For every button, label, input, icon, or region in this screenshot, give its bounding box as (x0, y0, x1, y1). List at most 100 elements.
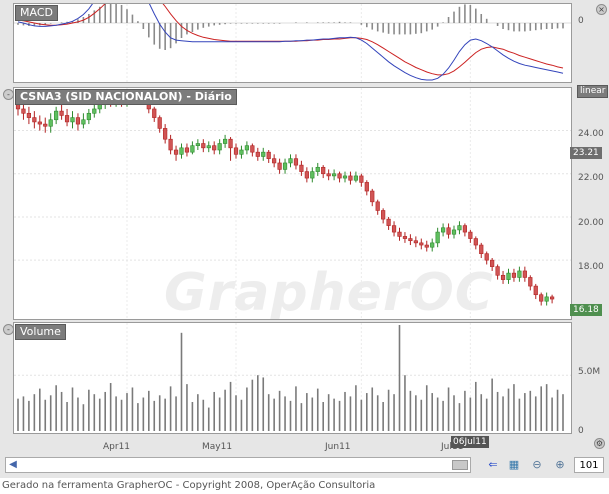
zoom-in-icon[interactable]: ⊕ (555, 458, 565, 471)
candle-body (353, 175, 359, 181)
candle-body (277, 162, 282, 170)
candle-body (451, 229, 457, 235)
candle-body (375, 201, 380, 211)
candle-body (397, 231, 402, 237)
price-plot (14, 88, 571, 319)
candle-body (430, 242, 435, 248)
scroll-back-icon[interactable]: ⇐ (488, 458, 498, 471)
current-price-box: 23.21 (570, 147, 602, 159)
macd-panel: MACD (13, 3, 572, 83)
last-price-box: 16.18 (570, 304, 602, 316)
candle-body (310, 171, 315, 179)
candle-body (37, 121, 42, 125)
close-icon[interactable]: × (596, 4, 607, 15)
price-tick-label: 20.00 (578, 218, 604, 228)
candle-body (419, 242, 424, 246)
candle-body (282, 162, 288, 170)
candle-body (424, 244, 429, 248)
scroll-thumb[interactable] (452, 460, 468, 470)
candle-body (272, 158, 277, 164)
candle-body (266, 151, 271, 159)
price-tick-label: 22.00 (578, 173, 604, 183)
volume-plot (14, 323, 571, 433)
chart-window: MACD 0 × GrapherOC CSNA3 (SID NACIONALON… (0, 0, 609, 478)
candle-body (522, 270, 527, 278)
zoom-out-icon[interactable]: ⊖ (532, 458, 542, 471)
candle-body (533, 285, 538, 296)
candle-body (391, 225, 397, 233)
candle-body (381, 210, 386, 220)
candle-body (359, 175, 364, 183)
candle-body (479, 244, 484, 254)
candle-body (81, 119, 86, 125)
candle-body (511, 272, 517, 278)
candle-body (484, 253, 489, 261)
candle-body (233, 147, 239, 155)
candle-body (190, 145, 195, 153)
candle-body (495, 266, 500, 276)
candle-body (201, 143, 206, 149)
wrench-icon[interactable]: ⚙ (594, 438, 605, 449)
candle-body (244, 145, 250, 151)
candle-body (212, 145, 217, 151)
volume-panel: Volume (13, 322, 572, 434)
volume-tick-label: 0 (578, 426, 584, 436)
candle-body (223, 138, 228, 144)
candle-body (59, 110, 64, 116)
candle-body (293, 158, 299, 166)
candle-body (342, 175, 348, 179)
candle-body (435, 231, 440, 244)
candle-body (386, 218, 391, 226)
candle-body (75, 117, 81, 125)
candle-body (468, 231, 473, 239)
volume-label: Volume (15, 324, 66, 340)
price-tick-label: 18.00 (578, 262, 604, 272)
candle-body (326, 173, 331, 177)
candle-body (92, 108, 97, 114)
candle-body (446, 227, 451, 235)
candle-body (54, 110, 59, 121)
candle-body (337, 173, 342, 179)
candle-body (370, 190, 375, 203)
candle-body (413, 240, 418, 244)
candle-body (228, 138, 233, 149)
candle-body (157, 117, 162, 129)
candle-body (500, 274, 506, 280)
volume-tick-label: 5.0M (578, 367, 601, 377)
zoom-level-input[interactable] (574, 457, 604, 473)
candle-body (21, 108, 26, 114)
candle-body (32, 117, 37, 123)
candle-body (163, 128, 168, 140)
macd-line (17, 4, 564, 81)
candle-body (506, 272, 511, 280)
candle-body (70, 117, 75, 123)
price-tick-label: 24.00 (578, 129, 604, 139)
candle-body (261, 151, 266, 157)
horizontal-scrollbar[interactable]: ◀ (5, 457, 471, 473)
date-label-may: May11 (202, 442, 233, 452)
scroll-left-icon[interactable]: ◀ (9, 459, 17, 470)
cursor-date-box: 06Jul11 (451, 436, 489, 448)
price-panel: GrapherOC CSNA3 (SID NACIONALON) - Diári… (13, 87, 572, 320)
candle-body (97, 104, 102, 110)
candle-body (408, 238, 413, 242)
candle-body (206, 145, 211, 149)
collapse-icon[interactable]: - (3, 89, 14, 100)
candle-body (152, 108, 157, 118)
collapse-icon[interactable]: - (3, 324, 14, 335)
chart-fit-icon[interactable]: ▦ (508, 458, 520, 471)
candle-body (364, 182, 369, 192)
candle-body (168, 138, 173, 151)
candle-body (490, 259, 495, 267)
candle-body (26, 112, 32, 118)
candle-body (64, 115, 70, 123)
candle-body (528, 277, 533, 287)
candle-body (539, 294, 544, 302)
macd-zero-label: 0 (578, 16, 584, 26)
candle-body (321, 166, 326, 175)
scale-linear-button[interactable]: linear (577, 85, 609, 98)
candle-body (86, 112, 91, 121)
macd-plot (14, 4, 571, 82)
candle-body (250, 145, 255, 153)
candle-body (440, 227, 446, 233)
